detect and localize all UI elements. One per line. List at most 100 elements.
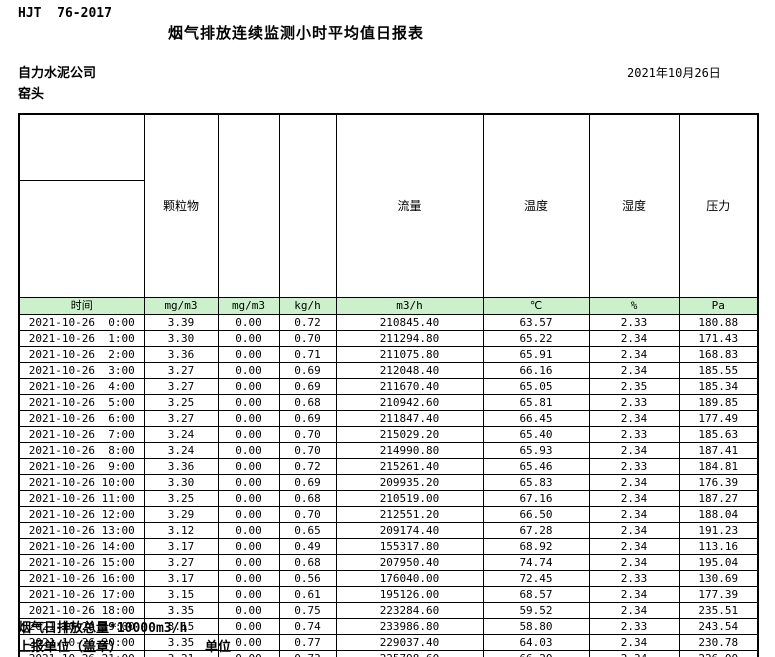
table-row: 2021-10-26 1:00 3.30 0.00 0.70 211294.80 65.2… bbox=[18, 330, 759, 347]
value-cell: 66.50 bbox=[482, 506, 590, 523]
value-cell: 2.34 bbox=[588, 410, 680, 427]
table-row: 2021-10-26 6:00 3.27 0.00 0.69 211847.40 66.4… bbox=[18, 410, 759, 427]
value-cell: 58.80 bbox=[482, 618, 590, 635]
value-cell: 210845.40 bbox=[335, 314, 484, 331]
table-row: 2021-10-26 16:00 3.17 0.00 0.56 176040.00 72.… bbox=[18, 570, 759, 587]
station-name: 窑头 bbox=[18, 87, 45, 102]
value-cell: 65.81 bbox=[482, 394, 590, 411]
col-header-pressure: 压力 bbox=[678, 113, 759, 298]
row-label-cell: 2021-10-26 17:00 bbox=[18, 586, 145, 603]
value-cell: 0.00 bbox=[217, 346, 280, 363]
value-cell: 3.30 bbox=[143, 330, 219, 347]
value-cell: 67.28 bbox=[482, 522, 590, 539]
value-cell: 65.40 bbox=[482, 426, 590, 443]
value-cell: 63.57 bbox=[482, 314, 590, 331]
value-cell: 215029.20 bbox=[335, 426, 484, 443]
row-label-cell: 2021-10-26 19:00 bbox=[18, 618, 145, 635]
footer-note: 烟气日排放总量*10000m3/h bbox=[18, 621, 188, 636]
value-cell: 223284.60 bbox=[335, 602, 484, 619]
report-title: 烟气排放连续监测小时平均值日报表 bbox=[168, 24, 425, 42]
row-label-cell: 2021-10-26 18:00 bbox=[18, 602, 145, 619]
row-label-cell: 2021-10-26 10:00 bbox=[18, 474, 145, 491]
value-cell: 212048.40 bbox=[335, 362, 484, 379]
value-cell: 176.39 bbox=[678, 474, 759, 491]
value-cell: 2.34 bbox=[588, 330, 680, 347]
col-header-blank-2 bbox=[278, 113, 337, 298]
unit-m3-h: m3/h bbox=[335, 297, 484, 315]
value-cell: 65.22 bbox=[482, 330, 590, 347]
value-cell: 64.03 bbox=[482, 634, 590, 651]
value-cell: 210519.00 bbox=[335, 490, 484, 507]
value-cell: 176040.00 bbox=[335, 570, 484, 587]
value-cell: 0.69 bbox=[278, 378, 337, 395]
row-label-cell: 2021-10-26 0:00 bbox=[18, 314, 145, 331]
table-row: 2021-10-26 11:00 3.25 0.00 0.68 210519.00 67.… bbox=[18, 490, 759, 507]
value-cell: 3.25 bbox=[143, 394, 219, 411]
col-header-humidity: 湿度 bbox=[588, 113, 680, 298]
value-cell: 65.83 bbox=[482, 474, 590, 491]
value-cell: 0.00 bbox=[217, 570, 280, 587]
value-cell: 185.55 bbox=[678, 362, 759, 379]
value-cell: 177.39 bbox=[678, 586, 759, 603]
value-cell: 0.69 bbox=[278, 362, 337, 379]
value-cell: 3.39 bbox=[143, 314, 219, 331]
unit-pa: Pa bbox=[678, 297, 759, 315]
value-cell: 2.34 bbox=[588, 634, 680, 651]
value-cell: 0.65 bbox=[278, 522, 337, 539]
value-cell: 0.00 bbox=[217, 522, 280, 539]
row-label-cell: 2021-10-26 14:00 bbox=[18, 538, 145, 555]
value-cell: 3.35 bbox=[143, 602, 219, 619]
time-header: 时间 bbox=[18, 297, 145, 315]
col-header-flow: 流量 bbox=[335, 113, 484, 298]
value-cell: 2.34 bbox=[588, 346, 680, 363]
value-cell: 3.15 bbox=[143, 586, 219, 603]
row-label-cell: 2021-10-26 7:00 bbox=[18, 426, 145, 443]
row-label-cell: 2021-10-26 6:00 bbox=[18, 410, 145, 427]
value-cell: 0.00 bbox=[217, 378, 280, 395]
value-cell: 210942.60 bbox=[335, 394, 484, 411]
value-cell: 191.23 bbox=[678, 522, 759, 539]
row-label-cell: 2021-10-26 16:00 bbox=[18, 570, 145, 587]
table-row: 2021-10-26 8:00 3.24 0.00 0.70 214990.80 65.9… bbox=[18, 442, 759, 459]
table-row: 2021-10-26 15:00 3.27 0.00 0.68 207950.40 74.… bbox=[18, 554, 759, 571]
value-cell: 0.00 bbox=[217, 586, 280, 603]
col-header-particulate: 颗粒物 bbox=[143, 113, 219, 298]
value-cell: 0.77 bbox=[278, 634, 337, 651]
value-cell: 177.49 bbox=[678, 410, 759, 427]
value-cell: 67.16 bbox=[482, 490, 590, 507]
standard-code: HJT 76-2017 bbox=[18, 6, 112, 21]
value-cell: 0.68 bbox=[278, 394, 337, 411]
value-cell: 2.33 bbox=[588, 618, 680, 635]
value-cell: 0.00 bbox=[217, 426, 280, 443]
value-cell: 0.00 bbox=[217, 394, 280, 411]
row-label-cell: 2021-10-26 9:00 bbox=[18, 458, 145, 475]
row-label-cell: 2021-10-26 3:00 bbox=[18, 362, 145, 379]
value-cell: 235.51 bbox=[678, 602, 759, 619]
value-cell: 171.43 bbox=[678, 330, 759, 347]
table-row: 2021-10-26 3:00 3.27 0.00 0.69 212048.40 66.1… bbox=[18, 362, 759, 379]
value-cell: 130.69 bbox=[678, 570, 759, 587]
value-cell: 211075.80 bbox=[335, 346, 484, 363]
unit-kg-h: kg/h bbox=[278, 297, 337, 315]
row-label-cell: 2021-10-26 1:00 bbox=[18, 330, 145, 347]
value-cell: 3.17 bbox=[143, 570, 219, 587]
table-row: 2021-10-26 2:00 3.36 0.00 0.71 211075.80 65.9… bbox=[18, 346, 759, 363]
value-cell: 2.33 bbox=[588, 458, 680, 475]
value-cell: 0.00 bbox=[217, 618, 280, 635]
value-cell: 2.34 bbox=[588, 362, 680, 379]
value-cell: 2.33 bbox=[588, 426, 680, 443]
value-cell: 2.34 bbox=[588, 650, 680, 657]
value-cell: 0.71 bbox=[278, 346, 337, 363]
value-cell: 0.70 bbox=[278, 330, 337, 347]
value-cell: 2.33 bbox=[588, 394, 680, 411]
col-header-temperature: 温度 bbox=[482, 113, 590, 298]
value-cell: 180.88 bbox=[678, 314, 759, 331]
value-cell: 2.34 bbox=[588, 554, 680, 571]
value-cell: 187.27 bbox=[678, 490, 759, 507]
row-label-cell: 2021-10-26 4:00 bbox=[18, 378, 145, 395]
value-cell: 0.00 bbox=[217, 410, 280, 427]
value-cell: 59.52 bbox=[482, 602, 590, 619]
table-row: 2021-10-26 17:00 3.15 0.00 0.61 195126.00 68.… bbox=[18, 586, 759, 603]
value-cell: 0.75 bbox=[278, 602, 337, 619]
value-cell: 168.83 bbox=[678, 346, 759, 363]
